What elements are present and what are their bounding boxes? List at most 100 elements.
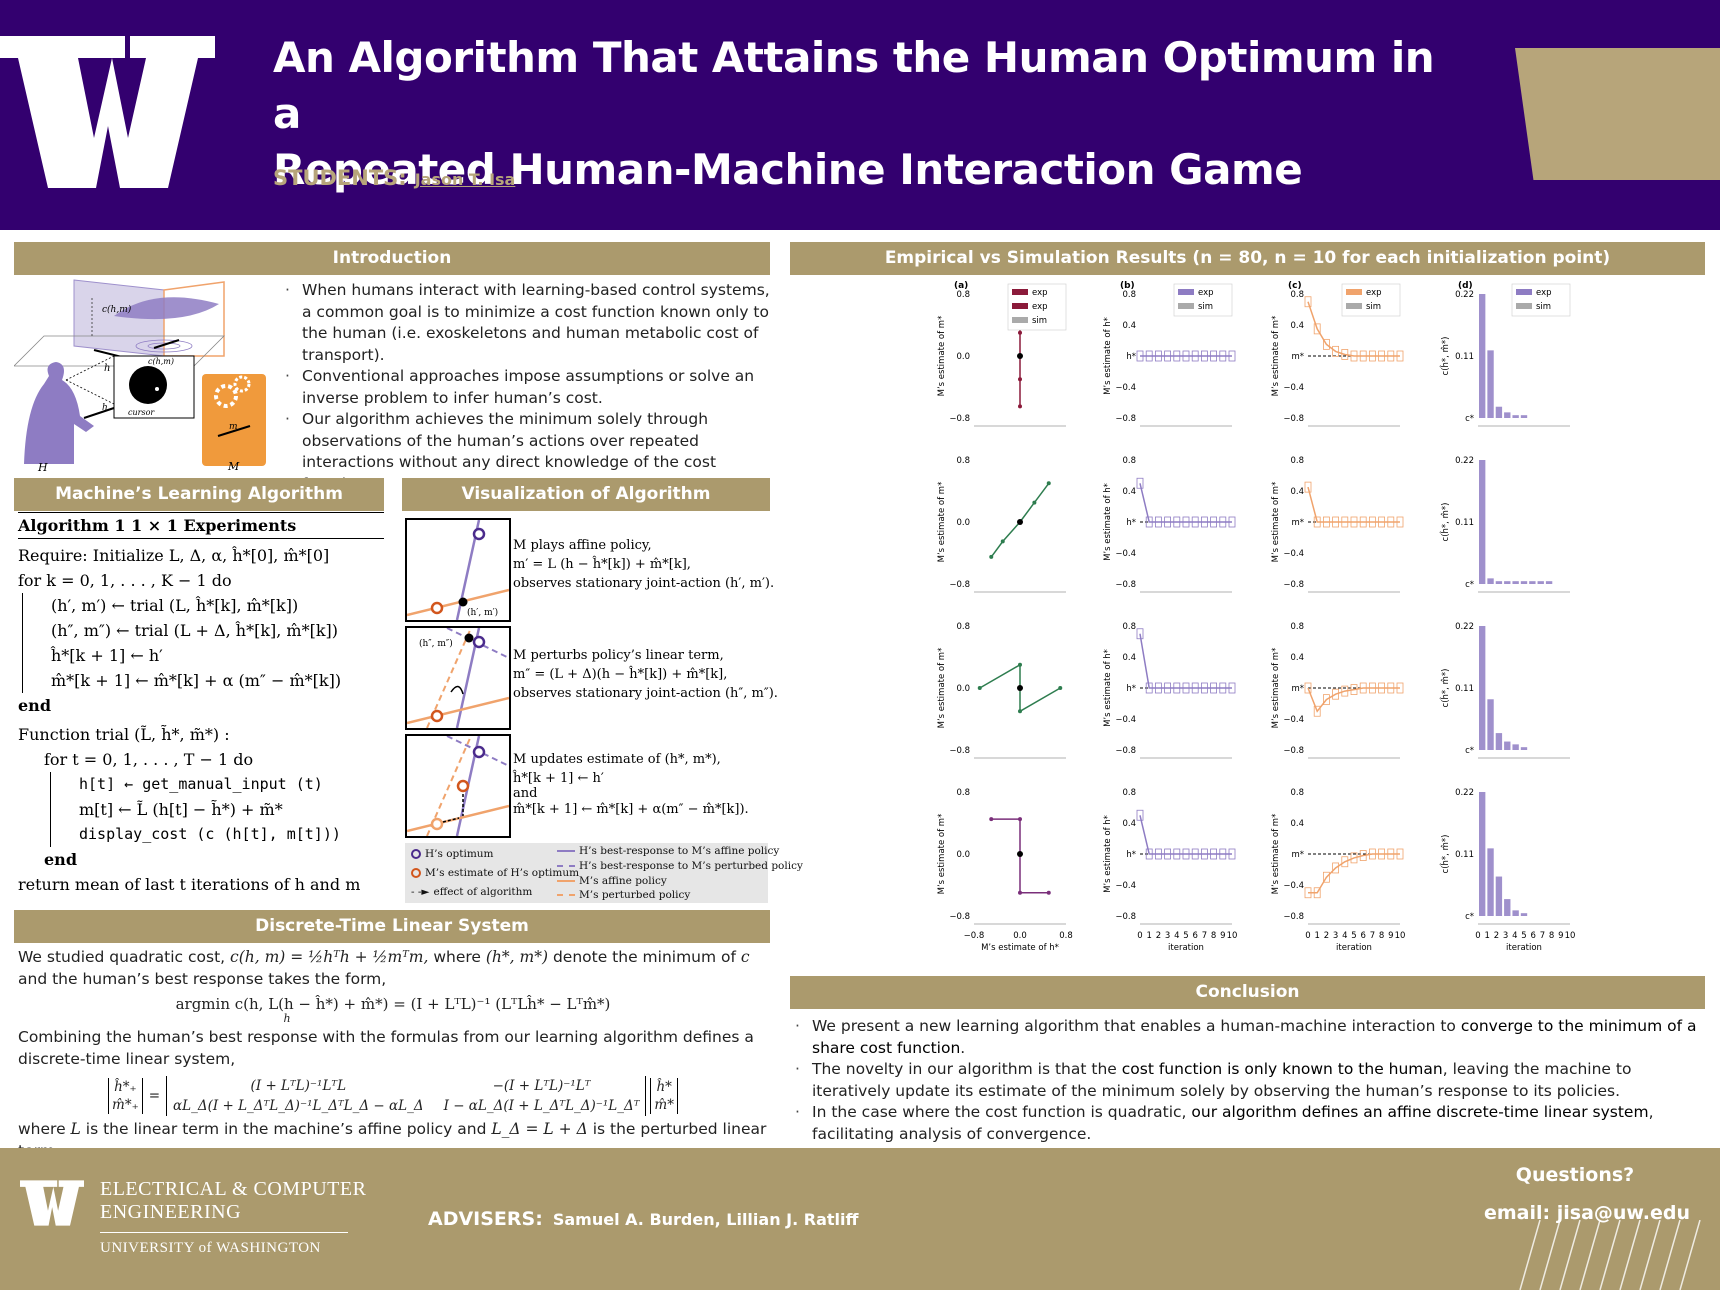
- y-tick-label: 0.0: [956, 684, 970, 694]
- y-axis-label: M’s estimate of m*: [1271, 482, 1281, 563]
- y-tick-label: −0.4: [1115, 715, 1136, 725]
- y-tick-label: −0.8: [1283, 580, 1304, 590]
- gold-accent-slab: [1515, 48, 1720, 180]
- results-heading: Empirical vs Simulation Results (n = 80,…: [790, 242, 1705, 275]
- contact-email[interactable]: email: jisa@uw.edu: [1484, 1202, 1690, 1224]
- y-axis-label: c(ĥ*, m̂*): [1439, 669, 1451, 708]
- x-tick-label: 1: [1314, 931, 1319, 941]
- y-tick-label: m*: [1291, 684, 1304, 694]
- gear-icon: [233, 375, 251, 393]
- cost-bar: [1479, 792, 1486, 916]
- y-tick-label: 0.22: [1455, 456, 1474, 466]
- viz-step-3-text: M updates estimate of (h*, m*), ĥ*[k + 1…: [513, 752, 749, 817]
- trajectory-point: [1018, 404, 1022, 409]
- y-axis-label: M’s estimate of m*: [937, 648, 947, 729]
- cost-bar: [1487, 848, 1494, 916]
- trajectory-point: [1018, 709, 1022, 714]
- x-tick-label: 10: [1565, 931, 1576, 941]
- y-tick-label: 0.0: [956, 850, 970, 860]
- svg-text:M: M: [227, 460, 240, 473]
- x-tick-label: 10: [1227, 931, 1238, 941]
- results-figure: (a) (b) (c) (d) 0.8 0.0 −0.8 M’s estimate of m*…: [937, 281, 1576, 953]
- cost-bar: [1520, 415, 1528, 418]
- y-tick-label: −0.8: [949, 580, 970, 590]
- y-tick-label: 0.11: [1455, 518, 1474, 528]
- dtls-heading: Discrete-Time Linear System: [14, 910, 770, 943]
- trajectory-point: [1018, 377, 1022, 382]
- trajectory-point: [989, 817, 994, 822]
- legend-item-optimum: H’s optimum: [411, 848, 494, 860]
- svg-text:(h′, m′): (h′, m′): [467, 607, 498, 618]
- y-tick-label: −0.4: [1115, 549, 1136, 559]
- legend-label: sim: [1366, 302, 1381, 312]
- legend-swatch: [1012, 303, 1028, 309]
- box-marker: [1304, 481, 1312, 493]
- y-tick-label: h*: [1126, 684, 1136, 694]
- decorative-stripes: [1519, 1220, 1701, 1290]
- intro-bullet: Our algorithm achieves the minimum solel…: [282, 409, 772, 495]
- convergence-line: [1307, 301, 1400, 357]
- student-name-link[interactable]: Jason T. Isa: [414, 170, 516, 189]
- legend-label: sim: [1536, 302, 1551, 312]
- conclusion-bullets: We present a new learning algorithm that…: [792, 1016, 1704, 1145]
- legend-label: exp: [1032, 288, 1048, 298]
- y-axis-label: M’s estimate of h*: [1103, 317, 1113, 395]
- svg-text:cursor: cursor: [128, 408, 155, 417]
- cost-bar: [1495, 876, 1503, 916]
- legend-swatch: [1516, 289, 1532, 295]
- legend-swatch: [1346, 289, 1362, 295]
- dtls-paragraph-2: Combining the human’s best response with…: [18, 1028, 754, 1068]
- y-tick-label: 0.4: [1122, 487, 1136, 497]
- y-tick-label: c*: [1465, 912, 1474, 922]
- intro-bullet: Conventional approaches impose assumptio…: [282, 366, 772, 409]
- conclusion-bullet: We present a new learning algorithm that…: [792, 1016, 1704, 1059]
- y-tick-label: m*: [1291, 352, 1304, 362]
- trajectory-point: [1018, 817, 1022, 822]
- header-banner: An Algorithm That Attains the Human Opti…: [0, 0, 1720, 230]
- y-tick-label: 0.8: [1122, 788, 1136, 798]
- cost-bar: [1504, 412, 1511, 418]
- legend-item-m-affine: M’s affine policy: [557, 875, 667, 887]
- y-tick-label: −0.8: [1283, 414, 1304, 424]
- dtls-paragraph-1: We studied quadratic cost, c(h, m) = ½hᵀ…: [18, 948, 750, 988]
- x-tick-label: 4: [1174, 931, 1179, 941]
- cost-bar: [1479, 460, 1486, 584]
- box-marker: [1136, 628, 1144, 640]
- uw-w-footer-logo: [20, 1180, 84, 1226]
- algorithm-line: for k = 0, 1, . . . , K − 1 do: [18, 571, 232, 590]
- machine-gear-card: [202, 374, 266, 466]
- box-marker: [1136, 809, 1144, 821]
- trajectory-point: [989, 554, 994, 559]
- y-tick-label: 0.8: [1290, 290, 1304, 300]
- y-tick-label: 0.8: [1290, 456, 1304, 466]
- algorithm-caption: Algorithm 1 1 × 1 Experiments: [18, 516, 297, 535]
- legend-label: exp: [1032, 302, 1048, 312]
- y-tick-label: 0.8: [1122, 622, 1136, 632]
- box-marker: [1304, 682, 1312, 694]
- legend-item-estimate: M’s estimate of H’s optimum: [411, 867, 579, 879]
- y-axis-label: M’s estimate of h*: [1103, 483, 1113, 561]
- gear-icon: [214, 384, 238, 408]
- y-tick-label: 0.4: [1290, 321, 1304, 331]
- x-tick-label: 6: [1530, 931, 1535, 941]
- algorithm-line: m[t] ← L̃ (h[t] − h̃*) + m̃*: [79, 800, 283, 819]
- x-tick-label: 0: [1475, 931, 1480, 941]
- y-tick-label: 0.4: [1290, 487, 1304, 497]
- y-tick-label: 0.4: [1290, 653, 1304, 663]
- viz-legend: H’s optimum M’s estimate of H’s optimum …: [405, 843, 803, 903]
- introduction-heading: Introduction: [14, 242, 770, 275]
- algorithm-line: (h″, m″) ← trial (L + Δ, ĥ*[k], m̂*[k]): [51, 621, 339, 640]
- svg-text:m: m: [229, 422, 238, 432]
- box-marker: [1332, 345, 1340, 357]
- x-tick-label: 0.8: [1059, 931, 1073, 941]
- legend-item-m-perturbed: M’s perturbed policy: [557, 889, 690, 901]
- poster-title: An Algorithm That Attains the Human Opti…: [273, 30, 1473, 198]
- y-tick-label: −0.8: [1283, 912, 1304, 922]
- box-marker: [1322, 871, 1330, 883]
- viz-panel-1: (h′, m′): [405, 518, 511, 622]
- y-tick-label: 0.8: [956, 456, 970, 466]
- trajectory-point: [1000, 539, 1005, 544]
- y-tick-label: 0.8: [1290, 788, 1304, 798]
- cost-bar: [1520, 913, 1528, 916]
- x-tick-label: 7: [1202, 931, 1207, 941]
